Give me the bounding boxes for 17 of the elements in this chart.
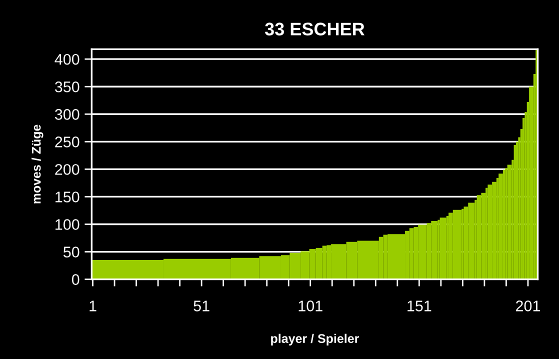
y-tick-label: 50 — [63, 246, 80, 258]
y-tick-label: 200 — [55, 164, 80, 175]
y-tick-label: 300 — [54, 109, 80, 120]
x-tick-label: 51 — [194, 300, 210, 312]
y-tick-label: 350 — [54, 81, 80, 92]
y-tick-label: 150 — [56, 192, 80, 202]
y-tick-label: 0 — [72, 274, 80, 285]
y-tick-label: 400 — [54, 54, 80, 65]
x-axis-title: player / Spieler — [271, 334, 359, 346]
chart-title: 33 ESCHER — [264, 22, 365, 36]
x-tick-label: 151 — [408, 300, 432, 312]
y-axis-title: moves / Züge — [32, 124, 44, 204]
y-tick-label: 250 — [55, 136, 80, 148]
y-tick-label: 100 — [56, 219, 80, 230]
x-tick-label: 101 — [298, 300, 322, 312]
x-tick-label: 1 — [90, 300, 96, 312]
x-tick-label: 201 — [516, 300, 540, 312]
